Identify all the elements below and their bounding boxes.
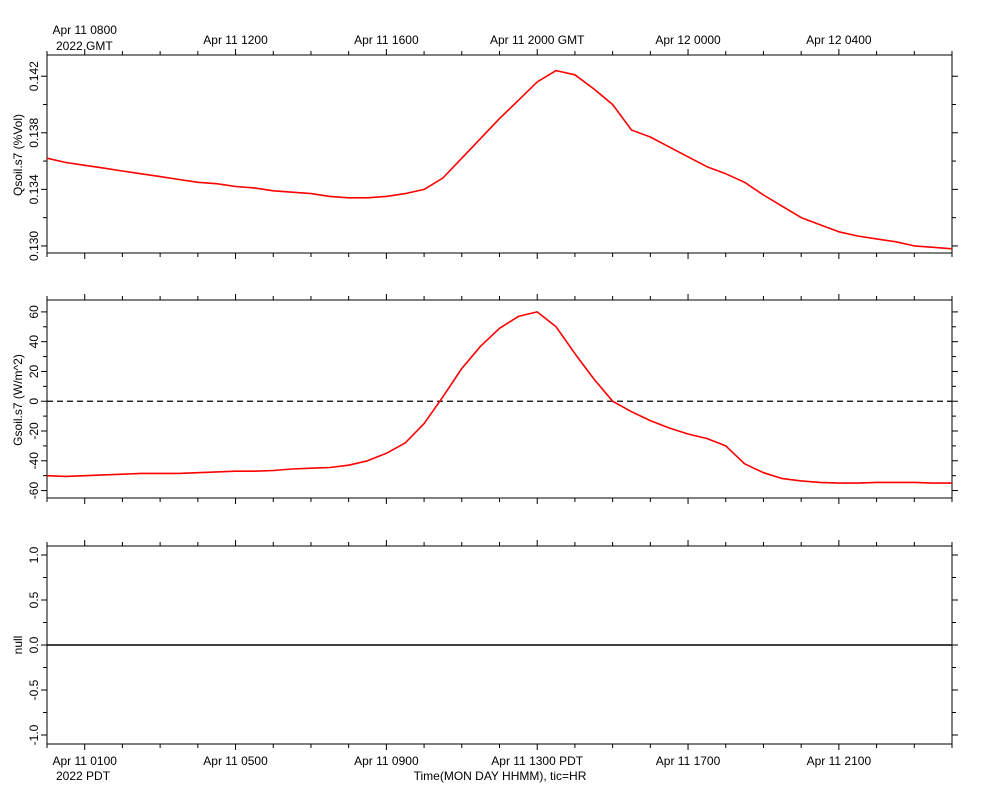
panel-1-y-tick-label: 0.142 bbox=[27, 61, 41, 91]
bottom-axis-year-label: 2022 PDT bbox=[56, 769, 111, 783]
panel-2-y-tick-label: 60 bbox=[27, 305, 41, 319]
panel-2-y-tick-label: -40 bbox=[27, 452, 41, 470]
top-axis-tick-label: Apr 11 0800 bbox=[52, 23, 117, 37]
panel-1-y-tick-label: 0.134 bbox=[27, 174, 41, 204]
top-axis-tick-label: Apr 12 0000 bbox=[655, 33, 721, 47]
panel-2-y-tick-label: -60 bbox=[27, 482, 41, 500]
bottom-axis-tick-label: Apr 11 1300 PDT bbox=[491, 754, 583, 768]
panel-3-y-tick-label: 0.0 bbox=[27, 636, 41, 653]
bottom-axis-tick-label: Apr 11 2100 bbox=[807, 754, 872, 768]
panel-2-y-axis-title: Gsoil.s7 (W/m^2) bbox=[11, 354, 25, 446]
top-axis-tick-label: Apr 11 2000 GMT bbox=[490, 33, 585, 47]
panel-3-y-tick-label: 1.0 bbox=[27, 546, 41, 563]
bottom-axis-tick-label: Apr 11 1700 bbox=[656, 754, 721, 768]
panel-2-y-tick-label: 40 bbox=[27, 335, 41, 349]
top-axis-tick-label: Apr 11 1600 bbox=[354, 33, 419, 47]
panel-2-frame bbox=[46, 299, 953, 499]
panel-3-y-tick-label: 0.5 bbox=[27, 591, 41, 608]
top-axis-tick-label: Apr 11 1200 bbox=[203, 33, 268, 47]
panel-1-y-tick-label: 0.130 bbox=[27, 231, 41, 261]
panel-2-y-tick-label: 0 bbox=[27, 398, 41, 405]
bottom-axis-tick-label: Apr 11 0500 bbox=[203, 754, 268, 768]
panel-1-series-line bbox=[46, 69, 953, 250]
bottom-axis-tick-label: Apr 11 0900 bbox=[354, 754, 419, 768]
panel-1-y-axis-title: Qsoil.s7 (%Vol) bbox=[11, 114, 25, 196]
panel-2-y-tick-label: -20 bbox=[27, 422, 41, 440]
panel-2-series-line bbox=[46, 311, 952, 484]
top-axis-tick-label: Apr 12 0400 bbox=[806, 33, 872, 47]
top-axis-year-label: 2022 GMT bbox=[56, 39, 113, 53]
panel-2-y-tick-label: 20 bbox=[27, 364, 41, 378]
bottom-axis-tick-label: Apr 11 0100 bbox=[52, 754, 117, 768]
panel-3-y-tick-label: -0.5 bbox=[27, 679, 41, 700]
panel-3-y-axis-title: null bbox=[11, 636, 25, 655]
panel-3-y-tick-label: -1.0 bbox=[27, 724, 41, 745]
x-axis-title: Time(MON DAY HHMM), tic=HR bbox=[414, 769, 587, 783]
panel-1-y-tick-label: 0.138 bbox=[27, 117, 41, 147]
